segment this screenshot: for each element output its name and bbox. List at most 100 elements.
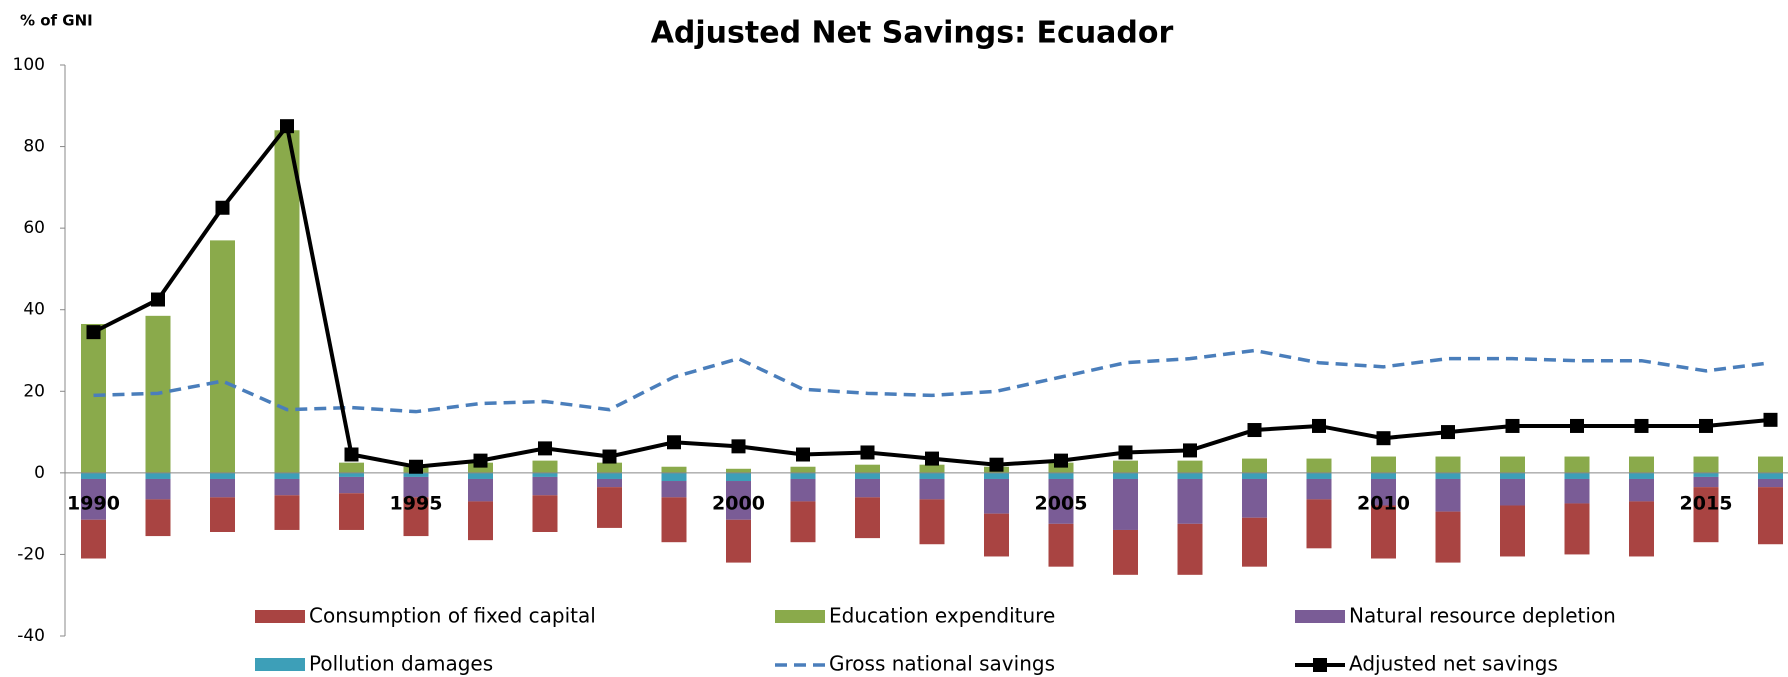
bar (532, 476, 558, 496)
bar (1242, 472, 1267, 479)
y-axis-label: % of GNI (20, 12, 93, 30)
bar (1693, 472, 1719, 477)
bar (790, 466, 816, 473)
bar (403, 476, 429, 498)
bar (210, 478, 235, 498)
marker (1118, 445, 1133, 460)
bar (597, 462, 622, 473)
bar (1500, 478, 1525, 506)
bar (1048, 462, 1074, 473)
bar (1564, 503, 1590, 555)
bar (1306, 499, 1332, 549)
bar (1564, 456, 1590, 473)
bar (661, 497, 687, 543)
bar (339, 476, 364, 494)
bar (855, 478, 880, 498)
marker (215, 200, 230, 215)
bar (1113, 472, 1138, 479)
bar (468, 462, 493, 473)
y-tick-label: 40 (23, 300, 45, 320)
bar (1113, 460, 1138, 473)
bar (81, 323, 106, 473)
legend-label: Consumption of fixed capital (309, 604, 596, 628)
legend-label: Adjusted net savings (1349, 652, 1558, 676)
legend-marker (1313, 658, 1327, 672)
bar (855, 464, 880, 473)
bar (597, 472, 622, 479)
bar (1564, 472, 1590, 479)
marker (602, 449, 617, 464)
bar (984, 472, 1009, 479)
bar (790, 478, 816, 502)
bar (855, 472, 880, 479)
bar (403, 497, 429, 537)
bar (468, 501, 493, 541)
legend-label: Education expenditure (829, 604, 1055, 628)
marker (1312, 418, 1326, 433)
marker (151, 292, 165, 307)
chart-title: Adjusted Net Savings: Ecuador (651, 16, 1174, 51)
bar (726, 472, 751, 482)
bar (339, 472, 364, 477)
bar (1435, 456, 1461, 473)
bar (532, 472, 558, 477)
bar (81, 478, 106, 520)
bar (1758, 478, 1783, 488)
marker (667, 435, 681, 450)
y-tick-label: 100 (13, 55, 45, 75)
bar (597, 478, 622, 488)
bar (81, 472, 106, 479)
bar (1629, 456, 1654, 473)
bar (1758, 472, 1783, 479)
bar (403, 472, 429, 477)
bar (468, 478, 493, 502)
x-tick-label: 1990 (67, 492, 120, 514)
bar (1629, 501, 1654, 557)
bar (1048, 523, 1074, 567)
bar (790, 501, 816, 543)
legend-label: Natural resource depletion (1349, 604, 1616, 628)
bar (1500, 472, 1525, 479)
y-tick-label: -20 (17, 544, 45, 564)
marker (280, 119, 294, 134)
bar (274, 130, 300, 473)
x-tick-label: 2005 (1035, 492, 1088, 514)
bar (210, 240, 235, 473)
bar (984, 478, 1009, 514)
y-tick-label: 60 (23, 218, 45, 238)
bar (1758, 456, 1783, 473)
bar (274, 478, 300, 496)
marker (86, 325, 101, 340)
bar (1306, 458, 1332, 473)
bar (1371, 472, 1396, 479)
bar (1113, 529, 1138, 575)
bar (1242, 458, 1267, 473)
marker (1570, 418, 1584, 433)
marker (1054, 453, 1068, 468)
marker (925, 451, 939, 466)
marker (473, 453, 488, 468)
bar (1306, 472, 1332, 479)
bar (1693, 487, 1719, 543)
legend-label: Pollution damages (309, 652, 493, 676)
bar (597, 487, 622, 528)
marker (1699, 418, 1713, 433)
bar (1177, 472, 1203, 479)
x-tick-label: 1995 (390, 492, 443, 514)
bar (81, 519, 106, 559)
bar (1177, 523, 1203, 575)
bar (1177, 460, 1203, 473)
bar (1242, 478, 1267, 518)
marker (731, 439, 746, 454)
marker (1247, 423, 1262, 438)
x-tick-label: 2000 (712, 492, 765, 514)
bar (145, 472, 171, 479)
bar (1435, 472, 1461, 479)
bar (1435, 511, 1461, 563)
bar (855, 497, 880, 539)
bar (661, 466, 687, 473)
bar (661, 481, 687, 498)
bar (1629, 478, 1654, 502)
x-tick-label: 2010 (1357, 492, 1410, 514)
